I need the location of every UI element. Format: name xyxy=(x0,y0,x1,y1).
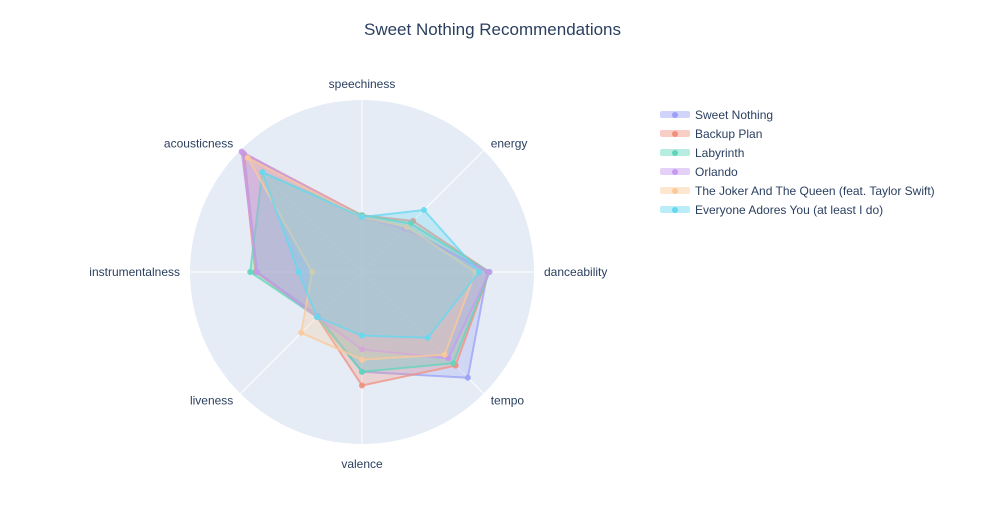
legend-swatch xyxy=(660,162,692,181)
data-point[interactable] xyxy=(298,329,305,336)
legend-item[interactable]: The Joker And The Queen (feat. Taylor Sw… xyxy=(660,181,935,200)
data-point[interactable] xyxy=(359,368,365,375)
legend-item[interactable]: Backup Plan xyxy=(660,124,935,143)
legend-label: Orlando xyxy=(695,164,738,179)
series-4[interactable] xyxy=(244,154,479,363)
data-point[interactable] xyxy=(404,224,410,230)
legend-swatch xyxy=(660,181,692,200)
data-point[interactable] xyxy=(450,360,457,367)
data-point[interactable] xyxy=(314,314,320,320)
axis-label-speechiness: speechiness xyxy=(329,77,396,91)
axis-label-tempo: tempo xyxy=(491,394,525,408)
data-point[interactable] xyxy=(421,207,427,213)
data-point[interactable] xyxy=(486,269,493,275)
data-point[interactable] xyxy=(247,269,254,275)
data-point[interactable] xyxy=(254,269,261,275)
legend-item[interactable]: Orlando xyxy=(660,162,935,181)
axis-label-instrumentalness: instrumentalness xyxy=(89,265,180,279)
radar-series[interactable] xyxy=(238,148,493,389)
data-point[interactable] xyxy=(309,269,316,275)
data-point[interactable] xyxy=(445,355,452,362)
legend-label: Labyrinth xyxy=(695,145,745,160)
data-point[interactable] xyxy=(464,374,471,381)
data-point[interactable] xyxy=(259,169,266,176)
data-point[interactable] xyxy=(359,332,365,339)
series-5[interactable] xyxy=(259,169,482,341)
legend-item[interactable]: Sweet Nothing xyxy=(660,105,935,124)
chart-title: Sweet Nothing Recommendations xyxy=(363,20,622,39)
data-point[interactable] xyxy=(238,148,245,155)
data-point[interactable] xyxy=(359,214,365,220)
legend[interactable]: Sweet Nothing Backup Plan Labyrinth Orlando… xyxy=(660,105,935,219)
legend-label: Everyone Adores You (at least I do) xyxy=(695,202,884,217)
axis-spoke-tempo xyxy=(361,271,484,394)
axis-label-valence: valence xyxy=(341,457,383,471)
axis-label-energy: energy xyxy=(491,136,528,150)
data-point[interactable] xyxy=(359,346,365,353)
legend-swatch xyxy=(660,143,692,162)
legend-swatch xyxy=(660,124,692,143)
axis-label-acousticness: acousticness xyxy=(164,136,233,150)
legend-item[interactable]: Labyrinth xyxy=(660,143,935,162)
data-point[interactable] xyxy=(441,351,448,358)
legend-swatch xyxy=(660,200,692,219)
axis-label-danceability: danceability xyxy=(544,265,607,279)
data-point[interactable] xyxy=(359,356,365,363)
legend-label: The Joker And The Queen (feat. Taylor Sw… xyxy=(695,183,935,198)
data-point[interactable] xyxy=(359,382,365,389)
data-point[interactable] xyxy=(424,334,431,341)
axis-labels: speechiness energy danceability tempo valenc… xyxy=(89,77,607,471)
data-point[interactable] xyxy=(295,269,302,275)
data-point[interactable] xyxy=(244,154,251,161)
legend-item[interactable]: Everyone Adores You (at least I do) xyxy=(660,200,935,219)
legend-swatch xyxy=(660,105,692,124)
data-point[interactable] xyxy=(476,269,482,275)
axis-label-liveness: liveness xyxy=(190,394,233,408)
legend-label: Backup Plan xyxy=(695,126,763,141)
legend-label: Sweet Nothing xyxy=(695,107,774,122)
